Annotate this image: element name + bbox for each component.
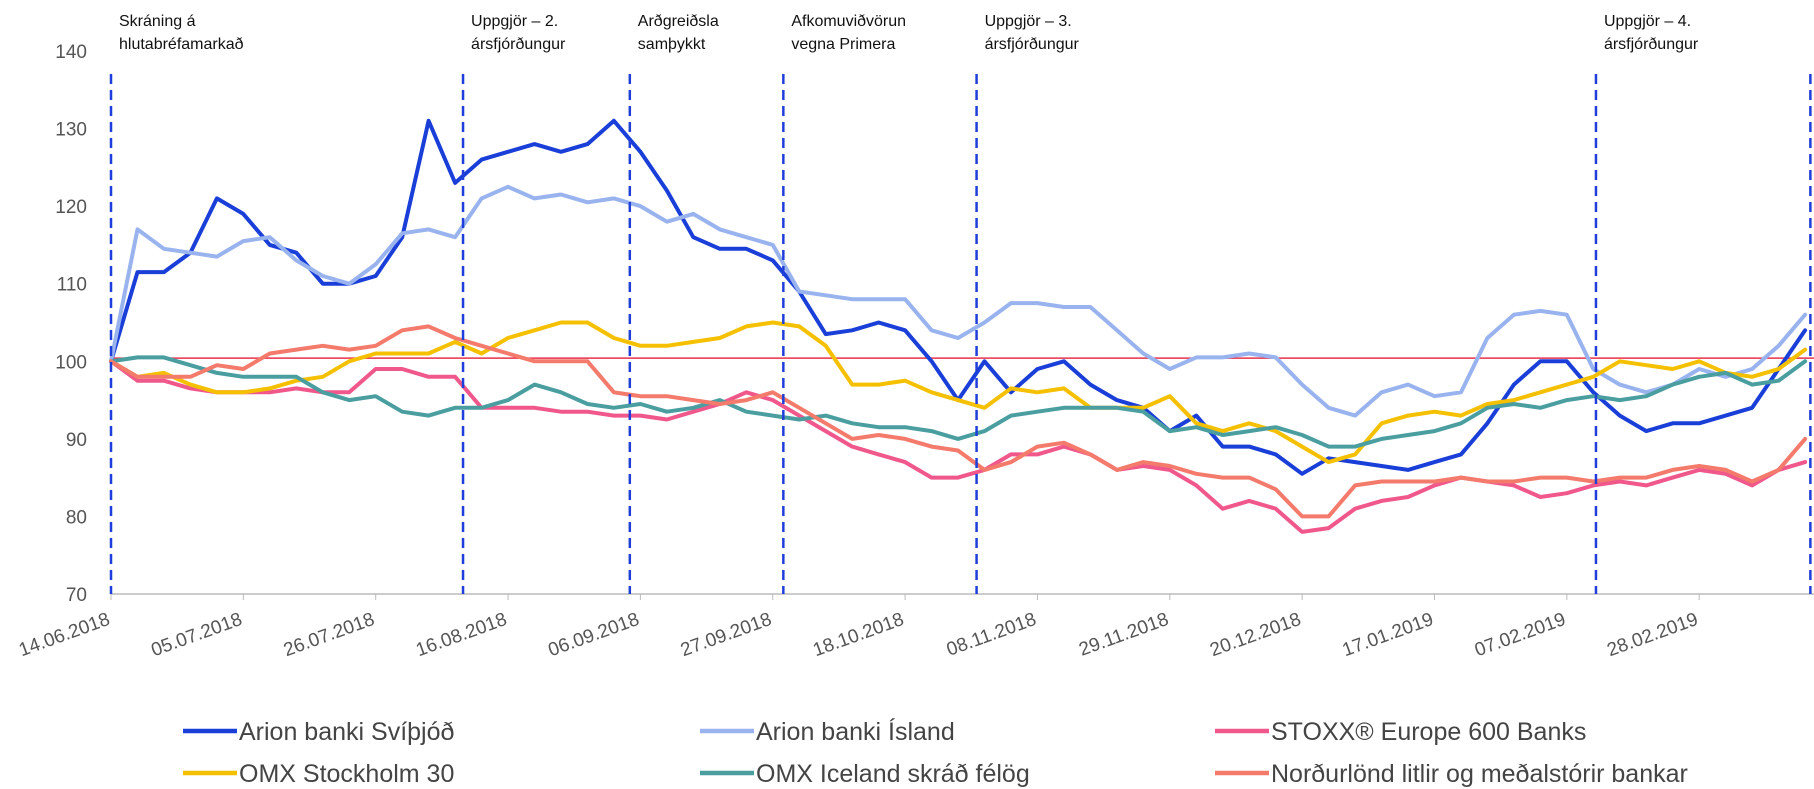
series-line	[109, 118, 1808, 476]
event-label: ársfjórðungur	[471, 36, 566, 53]
x-tick-label: 17.01.2019	[1340, 609, 1437, 661]
series-line	[109, 324, 1808, 519]
x-tick-label: 07.02.2019	[1472, 609, 1569, 661]
event-label: Uppgjör – 2.	[471, 13, 558, 30]
event-label: vegna Primera	[791, 36, 895, 53]
x-tick-label: 28.02.2019	[1604, 609, 1701, 661]
event-label: Uppgjör – 4.	[1604, 13, 1691, 30]
series-line	[109, 359, 1808, 534]
legend-label: STOXX® Europe 600 Banks	[1271, 718, 1586, 746]
legend-label: OMX Stockholm 30	[239, 760, 454, 788]
legend-label: Arion banki Ísland	[756, 717, 955, 746]
x-tick-label: 16.08.2018	[413, 609, 510, 661]
series-line	[109, 355, 1808, 449]
y-tick-label: 120	[55, 197, 87, 218]
x-tick-label: 06.09.2018	[546, 609, 643, 661]
y-tick-label: 80	[66, 507, 87, 528]
x-tick-label: 29.11.2018	[1076, 609, 1171, 661]
event-label: Arðgreiðsla	[638, 13, 719, 30]
legend-label: Norðurlönd litlir og meðalstórir bankar	[1271, 760, 1688, 788]
event-label: Skráning á	[119, 13, 196, 30]
event-label: hlutabréfamarkað	[119, 36, 244, 53]
event-label: Afkomuviðvörun	[791, 13, 906, 30]
x-tick-label: 14.06.2018	[16, 609, 113, 661]
event-label: ársfjórðungur	[985, 36, 1080, 53]
x-tick-label: 05.07.2018	[149, 609, 246, 661]
legend-label: Arion banki Svíþjóð	[239, 718, 454, 746]
series-line	[109, 320, 1808, 465]
event-label: Uppgjör – 3.	[985, 13, 1072, 30]
legend-label: OMX Iceland skráð félög	[756, 760, 1030, 788]
series-line	[109, 184, 1808, 418]
y-tick-label: 70	[66, 585, 87, 606]
x-tick-label: 27.09.2018	[678, 609, 775, 661]
event-label: samþykkt	[638, 36, 706, 53]
x-tick-label: 18.10.2018	[810, 609, 907, 661]
y-tick-label: 100	[55, 352, 87, 373]
y-tick-label: 110	[57, 275, 87, 296]
x-tick-label: 08.11.2018	[944, 609, 1039, 661]
y-tick-label: 140	[55, 42, 87, 63]
event-label: ársfjórðungur	[1604, 36, 1699, 53]
x-tick-label: 26.07.2018	[281, 609, 378, 661]
x-tick-label: 20.12.2018	[1207, 609, 1304, 661]
y-tick-label: 130	[55, 120, 87, 141]
y-tick-label: 90	[66, 430, 87, 451]
